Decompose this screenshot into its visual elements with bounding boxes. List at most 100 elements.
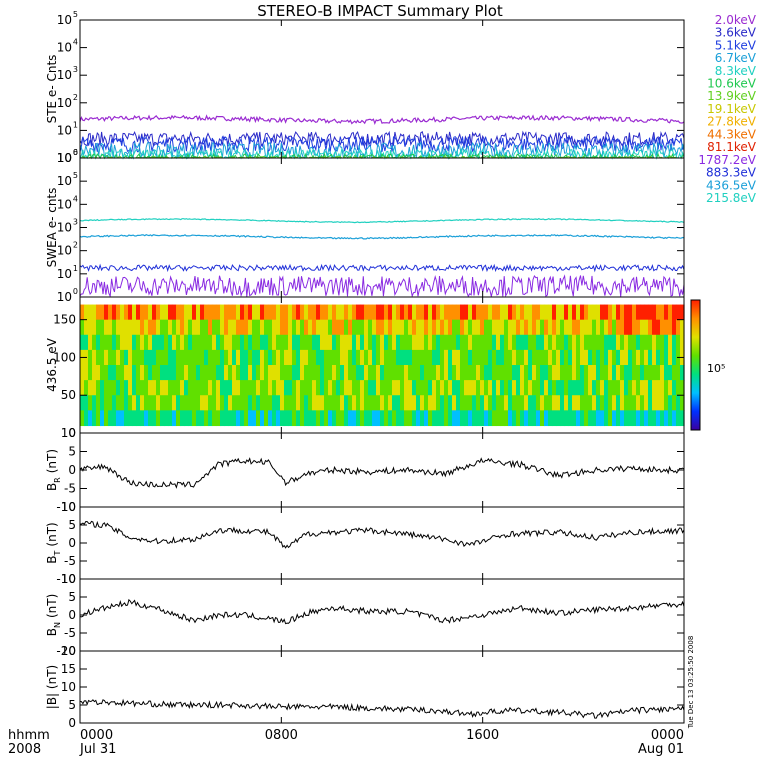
timestamp-label: Tue Dec 13 03:25:50 2008	[687, 636, 695, 730]
heatmap-cell	[572, 365, 577, 381]
heatmap-cell	[348, 334, 353, 351]
heatmap-cell	[568, 349, 573, 366]
x-tick-label: 0000	[80, 728, 113, 743]
heatmap-cell	[168, 304, 173, 321]
heatmap-cell	[248, 395, 253, 411]
heatmap-cell	[116, 410, 121, 427]
heatmap-cell	[604, 365, 609, 381]
heatmap-cell	[352, 349, 357, 366]
legend-entry: 1787.2eV	[698, 153, 756, 167]
heatmap-cell	[132, 319, 137, 336]
y-axis-label: BT(nT)	[45, 522, 62, 563]
heatmap-cell	[492, 410, 497, 427]
heatmap-cell	[388, 410, 393, 427]
heatmap-cell	[640, 319, 645, 336]
heatmap-cell	[556, 319, 561, 336]
chart-title: STEREO-B IMPACT Summary Plot	[257, 2, 503, 20]
heatmap-cell	[320, 349, 325, 366]
heatmap-cell	[188, 349, 193, 366]
heatmap-cell	[512, 319, 517, 336]
heatmap-cell	[364, 349, 369, 366]
heatmap-cell	[680, 365, 685, 381]
heatmap-cell	[304, 304, 309, 321]
heatmap-cell	[576, 304, 581, 321]
heatmap-cell	[452, 365, 457, 381]
heatmap-cell	[512, 304, 517, 321]
heatmap-cell	[220, 304, 225, 321]
heatmap-cell	[396, 395, 401, 411]
heatmap-cell	[352, 380, 357, 396]
heatmap-cell	[200, 395, 205, 411]
heatmap-cell	[392, 365, 397, 381]
heatmap-cell	[176, 334, 181, 351]
heatmap-cell	[344, 365, 349, 381]
heatmap-cell	[224, 334, 229, 351]
heatmap-cell	[468, 349, 473, 366]
heatmap-cell	[176, 365, 181, 381]
heatmap-cell	[492, 380, 497, 396]
heatmap-cell	[136, 334, 141, 351]
heatmap-cell	[432, 349, 437, 366]
heatmap-cell	[132, 349, 137, 366]
heatmap-cell	[652, 395, 657, 411]
heatmap-cell	[588, 304, 593, 321]
series-line-BN	[79, 598, 685, 625]
heatmap-cell	[436, 319, 441, 336]
heatmap-cell	[428, 349, 433, 366]
heatmap-cell	[376, 304, 381, 321]
heatmap-cell	[96, 410, 101, 427]
heatmap-cell	[228, 334, 233, 351]
heatmap-cell	[208, 410, 213, 427]
heatmap-cell	[676, 410, 681, 427]
heatmap-cell	[460, 319, 465, 336]
heatmap-cell	[612, 304, 617, 321]
heatmap-cell	[524, 334, 529, 351]
heatmap-cell	[288, 304, 293, 321]
heatmap-cell	[408, 349, 413, 366]
heatmap-cell	[476, 365, 481, 381]
series-line-2.0keV	[79, 114, 685, 125]
heatmap-cell	[516, 334, 521, 351]
heatmap-cell	[256, 349, 261, 366]
heatmap-cell	[512, 395, 517, 411]
heatmap-cell	[312, 319, 317, 336]
heatmap-cell	[92, 410, 97, 427]
heatmap-cell	[280, 349, 285, 366]
heatmap-cell	[456, 410, 461, 427]
heatmap-cell	[628, 334, 633, 351]
heatmap-cell	[580, 395, 585, 411]
heatmap-cell	[480, 365, 485, 381]
heatmap-cell	[668, 410, 673, 427]
heatmap-cell	[568, 410, 573, 427]
heatmap-cell	[204, 334, 209, 351]
heatmap-cell	[520, 410, 525, 427]
heatmap-cell	[188, 395, 193, 411]
heatmap-cell	[368, 319, 373, 336]
heatmap-cell	[88, 319, 93, 336]
heatmap-cell	[664, 365, 669, 381]
heatmap-cell	[580, 334, 585, 351]
y-tick-label: 10	[61, 500, 76, 514]
heatmap-cell	[172, 304, 177, 321]
heatmap-cell	[516, 304, 521, 321]
heatmap-cell	[544, 410, 549, 427]
heatmap-cell	[304, 380, 309, 396]
heatmap-cell	[412, 380, 417, 396]
heatmap-cell	[500, 395, 505, 411]
heatmap-cell	[384, 365, 389, 381]
heatmap-cell	[616, 395, 621, 411]
heatmap-cell	[348, 319, 353, 336]
series-line-436.5eV	[79, 234, 685, 240]
heatmap-cell	[272, 395, 277, 411]
heatmap-cell	[164, 365, 169, 381]
heatmap-cell	[500, 334, 505, 351]
heatmap-cell	[424, 304, 429, 321]
heatmap-cell	[308, 395, 313, 411]
y-tick-exponent: 4	[73, 38, 78, 47]
heatmap-cell	[644, 410, 649, 427]
heatmap-cell	[640, 334, 645, 351]
heatmap-cell	[464, 304, 469, 321]
heatmap-cell	[424, 349, 429, 366]
heatmap-cell	[116, 319, 121, 336]
